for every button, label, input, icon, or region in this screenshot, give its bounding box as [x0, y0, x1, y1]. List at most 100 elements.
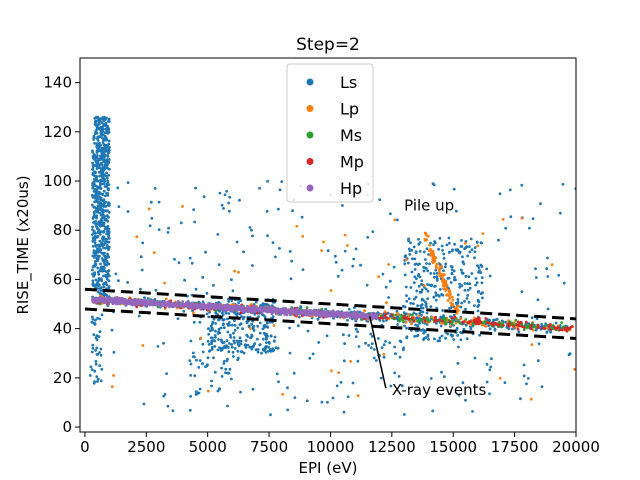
data-point — [413, 257, 417, 261]
data-point — [221, 318, 225, 322]
data-point — [103, 254, 107, 258]
data-point — [293, 396, 297, 399]
data-point — [101, 192, 105, 196]
data-point — [103, 194, 107, 198]
data-point — [367, 344, 370, 347]
data-point — [91, 168, 94, 171]
data-point — [97, 157, 101, 161]
data-point — [91, 195, 95, 199]
data-point — [388, 279, 392, 283]
data-point — [477, 321, 480, 325]
data-point — [91, 225, 94, 229]
data-point — [410, 270, 414, 274]
data-point — [428, 243, 432, 247]
data-point — [91, 161, 94, 165]
data-point — [265, 321, 269, 325]
data-point — [201, 300, 205, 304]
data-point — [377, 337, 380, 340]
data-point — [463, 288, 467, 292]
data-point — [101, 130, 105, 133]
data-point — [107, 302, 111, 306]
data-point — [256, 324, 260, 328]
data-point — [96, 281, 99, 285]
data-point — [347, 307, 351, 311]
data-point — [93, 271, 97, 275]
data-point — [346, 395, 350, 399]
data-point — [409, 301, 413, 305]
data-point — [227, 300, 231, 303]
data-point — [263, 333, 267, 336]
data-point — [354, 247, 358, 251]
data-point — [362, 313, 366, 317]
data-point — [402, 413, 406, 416]
data-point — [132, 303, 136, 307]
data-point — [537, 342, 541, 346]
data-point — [431, 261, 435, 265]
data-point — [294, 313, 298, 316]
data-point — [263, 315, 267, 319]
data-point — [157, 228, 161, 232]
data-point — [103, 262, 107, 265]
data-point — [522, 326, 526, 329]
data-point — [426, 333, 430, 337]
data-point — [417, 242, 421, 246]
data-point — [441, 273, 444, 276]
data-point — [477, 289, 480, 293]
data-point — [384, 285, 388, 289]
data-point — [244, 339, 248, 342]
data-point — [417, 314, 421, 317]
data-point — [460, 239, 463, 242]
data-point — [432, 252, 435, 256]
data-point — [343, 249, 347, 253]
data-point — [443, 319, 447, 323]
data-point — [216, 348, 220, 352]
data-point — [99, 219, 103, 222]
data-point — [467, 275, 471, 278]
data-point — [97, 228, 101, 232]
data-point — [480, 276, 484, 279]
data-point — [502, 324, 505, 327]
data-point — [405, 294, 408, 297]
data-point — [382, 319, 385, 323]
data-point — [220, 203, 224, 207]
data-point — [477, 316, 481, 320]
data-point — [373, 312, 377, 315]
data-point — [233, 341, 237, 345]
data-point — [461, 271, 464, 275]
data-point — [467, 300, 471, 304]
data-point — [517, 330, 521, 334]
data-point — [106, 272, 110, 276]
data-point — [201, 342, 205, 346]
data-point — [455, 249, 458, 252]
data-point — [264, 351, 268, 354]
data-point — [376, 311, 380, 315]
data-point — [167, 305, 171, 309]
data-point — [177, 261, 181, 265]
data-point — [94, 197, 97, 200]
data-point — [316, 318, 320, 321]
data-point — [278, 247, 281, 250]
data-point — [146, 297, 150, 300]
data-point — [207, 307, 211, 311]
data-point — [432, 243, 435, 247]
data-point — [92, 214, 96, 218]
data-point — [396, 218, 399, 222]
data-point — [271, 308, 274, 312]
x-tick-label: 7500 — [250, 438, 288, 456]
data-point — [98, 269, 102, 272]
data-point — [114, 299, 117, 302]
data-point — [212, 317, 216, 321]
data-point — [371, 230, 375, 234]
data-point — [550, 263, 554, 266]
data-point — [103, 147, 107, 151]
data-point — [99, 244, 103, 247]
data-point — [101, 173, 105, 177]
data-point — [213, 345, 217, 348]
data-point — [432, 275, 436, 279]
data-point — [539, 202, 542, 206]
data-point — [427, 253, 430, 256]
data-point — [447, 250, 451, 254]
x-axis-label: EPI (eV) — [299, 459, 358, 477]
data-point — [129, 303, 133, 306]
data-point — [435, 272, 439, 275]
